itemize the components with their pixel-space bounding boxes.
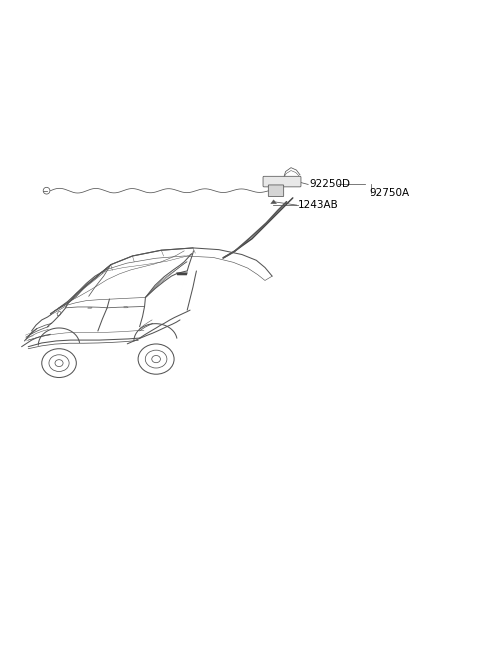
Text: 92750A: 92750A	[370, 188, 410, 198]
Polygon shape	[176, 272, 188, 275]
Polygon shape	[271, 200, 276, 204]
Text: 92250D: 92250D	[310, 179, 350, 189]
FancyBboxPatch shape	[268, 185, 284, 196]
Text: 1243AB: 1243AB	[298, 200, 338, 210]
FancyBboxPatch shape	[263, 176, 301, 187]
